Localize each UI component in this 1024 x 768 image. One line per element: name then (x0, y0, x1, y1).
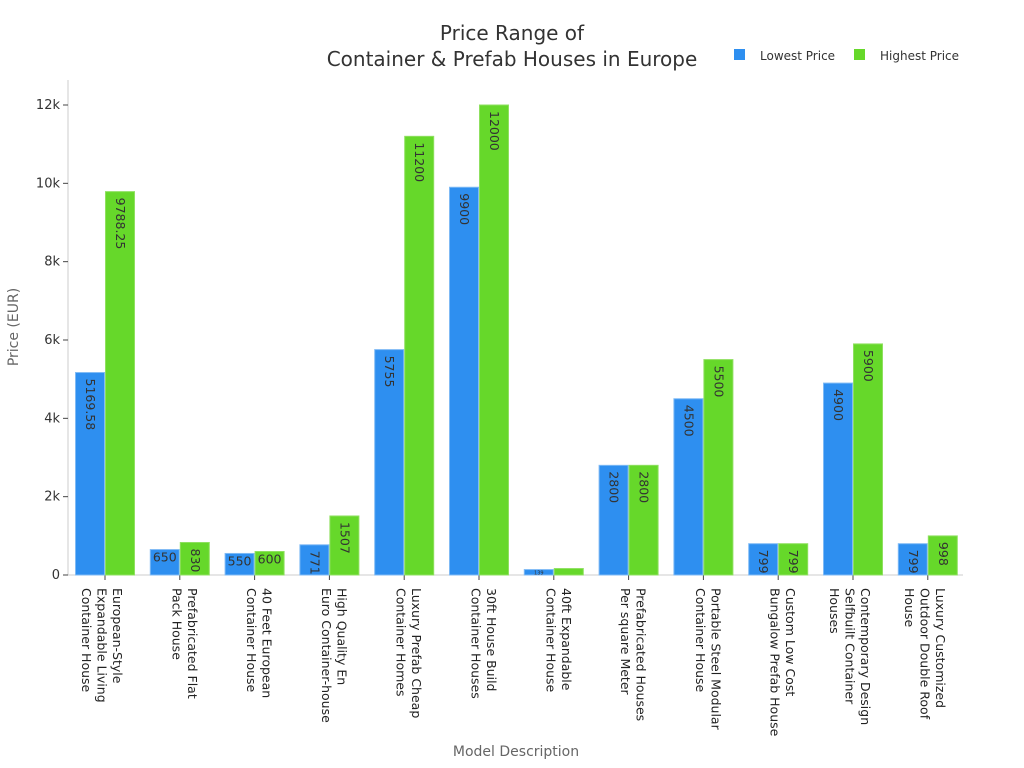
data-label: 2800 (637, 471, 652, 503)
data-label: 771 (307, 551, 322, 575)
data-label: 799 (786, 550, 801, 574)
y-tick-label: 4k (44, 411, 60, 426)
x-tick-label: Expandable Living (95, 588, 110, 703)
x-tick-label: Container Houses (469, 588, 484, 699)
data-label: 1507 (337, 522, 352, 554)
data-label: 5169.58 (83, 379, 98, 431)
data-label: 799 (906, 550, 921, 574)
data-label: 139 (534, 571, 544, 577)
x-tick-label: House (902, 588, 917, 627)
x-tick-label: Custom Low Cost (783, 588, 798, 696)
x-tick-label: Luxury Prefab Cheap (409, 588, 424, 718)
bar-highest (853, 343, 883, 576)
data-label: 830 (188, 548, 203, 572)
x-tick-label: 30ft House Build (484, 588, 499, 692)
bar-highest (703, 359, 734, 576)
bar-highest (628, 464, 659, 576)
x-tick-label: 40 Feet European (260, 588, 275, 698)
x-tick-label: Container House (244, 588, 259, 693)
x-tick-label: Houses (827, 588, 842, 634)
x-tick-label: European-Style (110, 588, 125, 684)
data-label: 11200 (412, 142, 427, 182)
bar-highest (927, 535, 958, 576)
data-label: 4500 (681, 405, 696, 437)
bar-highest (479, 104, 509, 576)
x-tick-label: Contemporary Design (858, 588, 873, 725)
data-label: 998 (936, 542, 951, 566)
data-label: 5500 (711, 366, 726, 398)
bar-lowest (374, 349, 405, 576)
chart-title: Price Range of (440, 21, 585, 45)
data-label: 2800 (607, 471, 622, 503)
x-tick-label: Container Homes (394, 588, 409, 696)
data-label: 650 (153, 550, 177, 565)
x-tick-label: Prefabricated Houses (634, 588, 649, 721)
bar-lowest (598, 464, 629, 576)
x-tick-label: Prefabricated Flat (185, 588, 200, 699)
bar-lowest (449, 186, 479, 576)
legend-label-lowest: Lowest Price (760, 49, 835, 63)
bar-lowest (823, 382, 853, 576)
x-tick-label: Container House (543, 588, 558, 693)
y-tick-label: 6k (44, 333, 60, 348)
bar-lowest (224, 552, 255, 576)
data-label: 799 (756, 550, 771, 574)
bar-lowest (523, 569, 554, 576)
bar-highest (778, 543, 809, 576)
y-tick-label: 0 (52, 568, 60, 583)
x-tick-label: Pack House (169, 588, 184, 660)
bar-lowest (673, 398, 704, 576)
y-tick-label: 10k (36, 176, 61, 191)
legend-label-highest: Highest Price (880, 49, 959, 63)
bar-lowest (299, 544, 330, 576)
x-tick-label: High Quality En (334, 588, 349, 685)
x-tick-label: Container House (693, 588, 708, 693)
data-label: 550 (228, 553, 252, 568)
x-tick-label: Bungalow Prefab House (768, 588, 783, 737)
data-label: 600 (258, 552, 282, 567)
x-axis-label: Model Description (453, 744, 579, 760)
x-tick-label: 40ft Expandable (559, 588, 574, 691)
data-label: 9788.25 (113, 198, 128, 250)
y-tick-label: 12k (36, 98, 61, 113)
y-tick-label: 8k (44, 255, 60, 270)
data-label: 12000 (487, 111, 502, 151)
bar-highest (105, 191, 135, 576)
bar-lowest (748, 543, 779, 576)
bar-highest (179, 541, 210, 576)
x-tick-label: Container House (79, 588, 94, 693)
x-tick-label: Portable Steel Modular (708, 588, 723, 731)
bar-highest (254, 551, 285, 576)
data-label: 5755 (382, 356, 397, 388)
data-label: 4900 (831, 389, 846, 421)
x-tick-label: Per square Meter (618, 588, 633, 696)
data-label: 9900 (457, 193, 472, 225)
legend-swatch-lowest (734, 49, 745, 60)
bar-lowest (149, 549, 180, 576)
x-tick-label: Selfbuilt Container (843, 588, 858, 705)
bar-highest (553, 568, 584, 576)
x-tick-label: Outdoor Double Roof (917, 588, 932, 720)
bar-highest (329, 515, 360, 576)
x-tick-label: Euro Container-house (319, 588, 334, 723)
x-tick-label: Luxury Customized (933, 588, 948, 708)
chart-title: Container & Prefab Houses in Europe (327, 47, 698, 71)
y-axis-label: Price (EUR) (6, 288, 22, 366)
bar-highest (404, 135, 435, 576)
y-tick-label: 2k (44, 490, 60, 505)
bar-lowest (897, 543, 928, 576)
legend-swatch-highest (854, 49, 865, 60)
data-label: 5900 (861, 350, 876, 382)
bar-lowest (75, 372, 105, 576)
